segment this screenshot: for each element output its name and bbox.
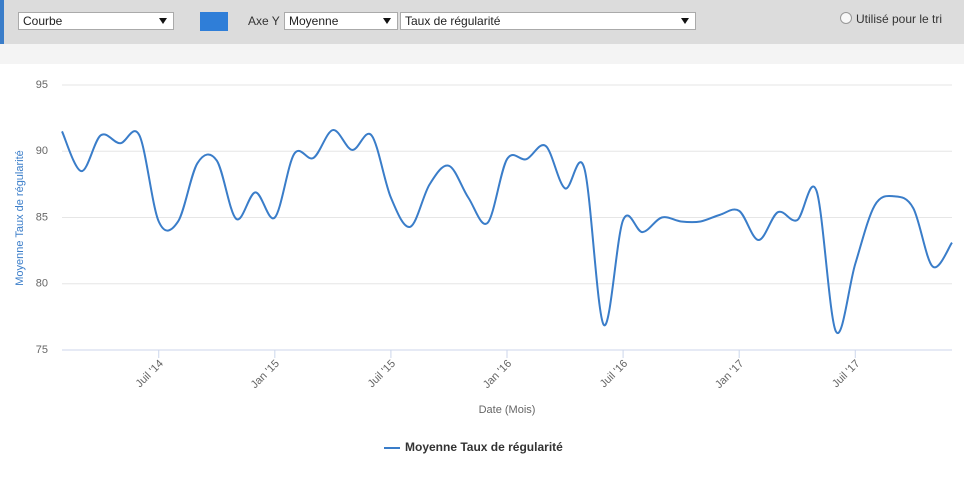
toolbar: Courbe Axe Y Moyenne Taux de régularité … <box>0 0 964 44</box>
x-axis-title: Date (Mois) <box>479 404 536 416</box>
axis-label: Axe Y <box>248 14 280 28</box>
y-tick-label: 75 <box>36 344 48 356</box>
x-tick-label: Juil '15 <box>366 358 398 390</box>
line-series <box>61 129 953 335</box>
x-tick-label: Juil '16 <box>598 358 630 390</box>
chart-type-select[interactable]: Courbe <box>18 12 174 30</box>
x-tick-label: Jan '16 <box>481 358 514 391</box>
aggregate-select[interactable]: Moyenne <box>284 12 398 30</box>
x-tick-label: Jan '17 <box>713 358 746 391</box>
metric-select[interactable]: Taux de régularité <box>400 12 696 30</box>
sort-radio[interactable] <box>840 12 852 24</box>
x-tick-label: Juil '14 <box>133 358 165 390</box>
x-tick-label: Jan '15 <box>249 358 282 391</box>
color-picker[interactable] <box>200 12 228 31</box>
y-tick-label: 80 <box>36 278 48 290</box>
y-tick-label: 90 <box>36 145 48 157</box>
y-axis-title: Moyenne Taux de régularité <box>14 150 26 286</box>
legend-label: Moyenne Taux de régularité <box>405 440 563 454</box>
y-tick-label: 95 <box>36 79 48 91</box>
toolbar-spacer <box>0 44 964 64</box>
sort-label: Utilisé pour le tri <box>856 12 943 26</box>
y-tick-label: 85 <box>36 211 48 223</box>
x-tick-label: Juil '17 <box>830 358 862 390</box>
